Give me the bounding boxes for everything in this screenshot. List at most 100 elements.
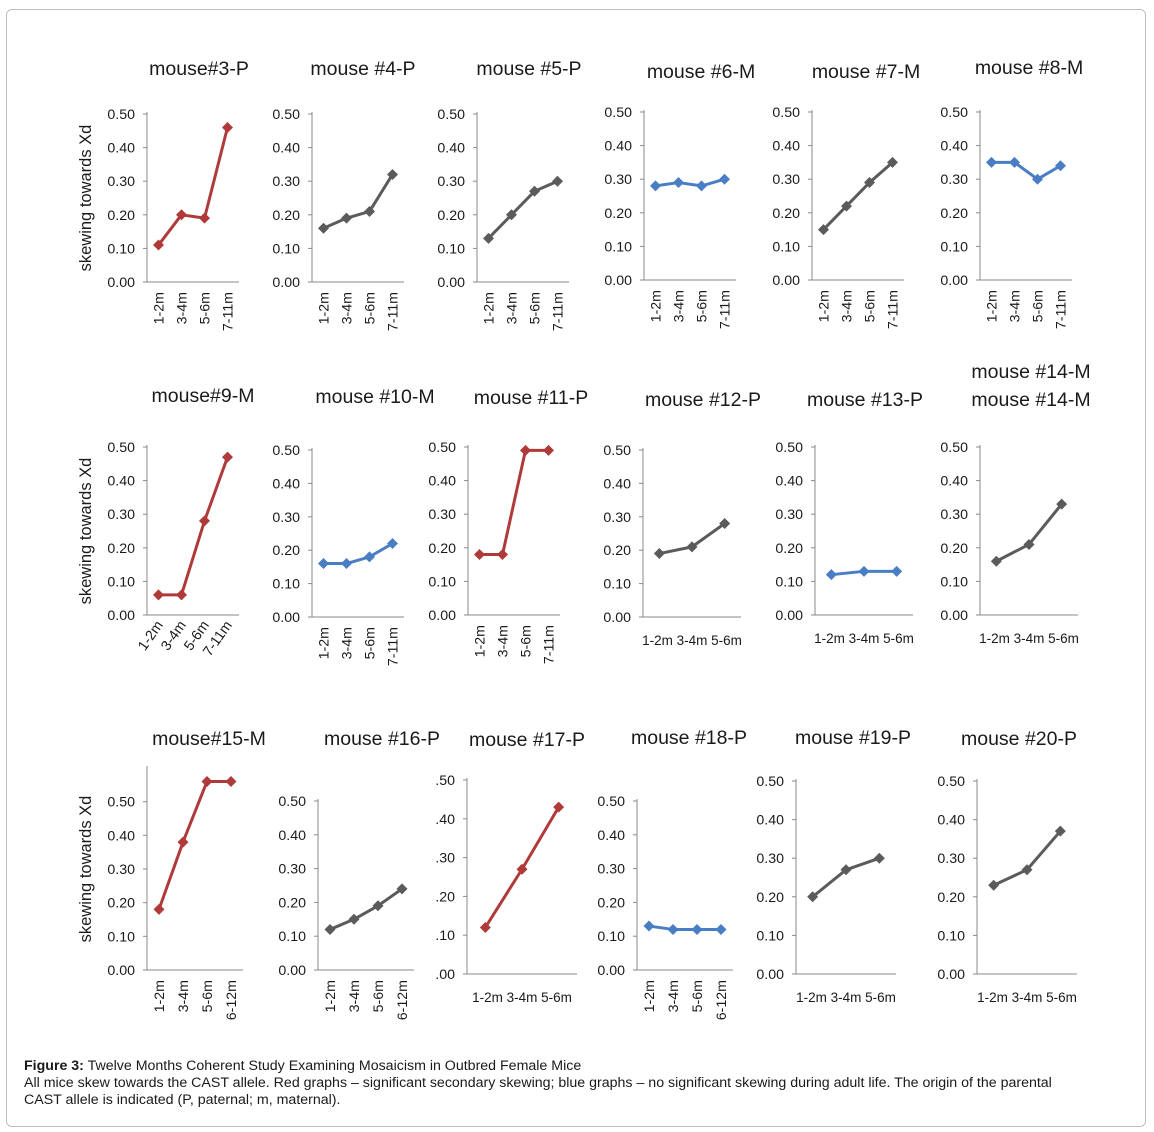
data-point-marker (1056, 498, 1068, 510)
chart-title-second-line: mouse #14-M (971, 389, 1090, 411)
x-tick-label: 7-11m (386, 292, 402, 331)
x-tick-label: 3-4m (347, 980, 363, 1012)
x-tick-label: 7-11m (551, 292, 567, 331)
x-tick-labels: 1-2m 3-4m 5-6m (796, 990, 896, 1005)
data-point-marker (673, 177, 684, 189)
data-point-marker (719, 173, 730, 185)
chart-panel: mouse #20-P 0.00 0.10 0.20 0.30 0.40 0.50 1-2m … (937, 728, 1077, 1005)
y-tick-label: 0.20 (940, 541, 968, 557)
y-tick-label: 0.40 (756, 813, 784, 829)
y-tick-label: 0.30 (272, 510, 300, 526)
y-tick-label: 0.30 (437, 174, 465, 190)
x-tick-label: 3-4m (666, 980, 682, 1012)
data-point-marker (520, 444, 531, 456)
x-tick-label: 6-12m (224, 980, 240, 1020)
x-tick-label: 1-2m (649, 290, 665, 322)
data-point-marker (474, 549, 485, 561)
y-tick-label: 0.30 (597, 862, 625, 878)
x-tick-labels: 1-2m 3-4m 5-6m (979, 631, 1079, 646)
y-tick-label: 0.50 (107, 795, 135, 811)
data-point-marker (1023, 538, 1035, 550)
data-point-marker (1032, 173, 1043, 185)
y-tick-label: 0.30 (940, 172, 968, 188)
charts-canvas: mouse#3-P 0.00 0.10 0.20 0.30 0.40 0.50 skewing… (77, 57, 1091, 1020)
x-tick-label: 1-2m (473, 625, 489, 657)
data-point-marker (553, 801, 565, 813)
x-tick-label: 5-6m (363, 627, 379, 659)
data-point-marker (643, 920, 655, 932)
chart-panel: mouse #14-M mouse #14-M 0.00 0.10 0.20 0.30 0.… (940, 361, 1090, 646)
x-tick-label: 5-6m (371, 980, 387, 1012)
series-line (158, 456, 229, 597)
y-tick-label: 0.30 (428, 507, 456, 523)
y-tick-label: 0.00 (937, 967, 965, 983)
data-point-marker (201, 775, 213, 787)
x-tick-label: 1-2m (323, 980, 339, 1012)
y-tick-label: 0.40 (604, 139, 632, 155)
data-point-marker (715, 923, 727, 935)
caption-title-line: Figure 3: Twelve Months Coherent Study E… (24, 1058, 1139, 1075)
chart-panel: mouse #6-M 0.00 0.10 0.20 0.30 0.40 0.50 1-2m 3-… (604, 61, 755, 329)
y-tick-label: 0.40 (937, 813, 965, 829)
y-tick-label: 0.00 (940, 273, 968, 289)
series-line (655, 177, 725, 188)
y-tick-label: 0.00 (940, 608, 968, 624)
x-tick-label: 3-4m (672, 290, 688, 322)
chart-panel: mouse #19-P 0.00 0.10 0.20 0.30 0.40 0.50 1-2m … (756, 727, 911, 1005)
series-line (991, 160, 1062, 181)
y-tick-label: .40 (435, 812, 455, 828)
chart-title: mouse #12-P (645, 389, 761, 411)
y-tick-label: 0.10 (107, 929, 135, 945)
data-point-marker (686, 541, 698, 553)
data-point-marker (318, 558, 329, 570)
x-tick-label: 3-4m (840, 290, 856, 322)
data-point-marker (176, 209, 187, 221)
y-tick-label: 0.40 (775, 474, 803, 490)
y-tick-label: 0.00 (272, 275, 300, 291)
x-tick-label: 7-11m (542, 625, 558, 664)
y-tick-label: 0.10 (775, 574, 803, 590)
series-line (157, 779, 231, 910)
y-tick-label: 0.40 (272, 476, 300, 492)
y-tick-label: 0.40 (107, 828, 135, 844)
chart-title: mouse#3-P (149, 58, 249, 80)
data-point-marker (841, 200, 852, 212)
y-tick-label: .10 (435, 928, 455, 944)
data-point-marker (479, 921, 491, 933)
x-tick-label: 5-6m (519, 625, 535, 657)
data-point-marker (858, 565, 870, 577)
y-tick-label: 0.20 (272, 208, 300, 224)
data-point-marker (364, 551, 375, 563)
data-point-marker (341, 212, 352, 224)
data-point-marker (153, 239, 164, 251)
data-point-marker (1009, 156, 1020, 168)
y-tick-label: 0.10 (940, 574, 968, 590)
chart-title: mouse #18-P (631, 727, 747, 749)
x-tick-label: 5-6m (863, 290, 879, 322)
data-point-marker (497, 549, 508, 561)
y-tick-label: 0.10 (597, 929, 625, 945)
x-tick-label: 7-11m (1054, 290, 1070, 329)
data-point-marker (818, 224, 829, 236)
x-tick-label: 5-6m (200, 980, 216, 1012)
data-point-marker (387, 538, 398, 550)
y-tick-label: 0.50 (772, 105, 800, 121)
chart-panel: mouse #7-M 0.00 0.10 0.20 0.30 0.40 0.50 1-2m 3-… (772, 61, 920, 329)
chart-title: mouse #10-M (315, 386, 434, 408)
y-tick-label: 0.50 (937, 774, 965, 790)
y-tick-label: 0.30 (937, 851, 965, 867)
y-tick-label: 0.10 (428, 574, 456, 590)
y-tick-label: 0.00 (428, 608, 456, 624)
data-point-marker (318, 222, 329, 234)
y-tick-label: 0.50 (107, 107, 135, 123)
data-point-marker (650, 180, 661, 192)
chart-panel: mouse#9-M 0.00 0.10 0.20 0.30 0.40 0.50 skewing… (77, 385, 254, 659)
y-tick-label: 0.10 (937, 928, 965, 944)
y-tick-label: 0.50 (940, 105, 968, 121)
y-tick-label: 0.30 (772, 172, 800, 188)
x-tick-label: 7-11m (221, 292, 237, 331)
series-line (648, 924, 721, 931)
y-tick-label: 0.50 (278, 794, 306, 810)
series-line (822, 161, 894, 231)
y-tick-label: 0.20 (772, 206, 800, 222)
